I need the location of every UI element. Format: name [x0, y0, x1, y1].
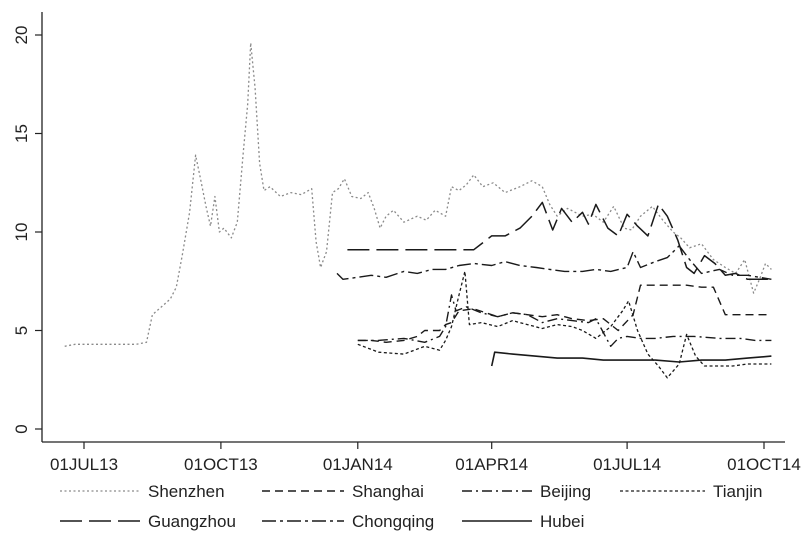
series-line-guangzhou [347, 201, 772, 281]
y-tick-label: 20 [12, 26, 31, 45]
x-tick-label: 01OCT13 [184, 455, 258, 474]
y-tick-label: 0 [12, 424, 31, 433]
series-line-shenzhen [64, 42, 772, 347]
series-layer [64, 42, 772, 379]
x-tick-label: 01JAN14 [323, 455, 393, 474]
x-tick-label: 01OCT14 [727, 455, 801, 474]
legend-label-shenzhen: Shenzhen [148, 482, 225, 501]
series-line-beijing [357, 294, 772, 347]
y-tick-label: 15 [12, 124, 31, 143]
y-tick-label: 5 [12, 326, 31, 335]
series-line-shanghai [357, 284, 772, 343]
x-tick-label: 01JUL13 [50, 455, 118, 474]
axes: 0 5 10 15 20 01JUL13 01OCT13 01JAN14 01APR14 01JU… [12, 12, 801, 474]
legend: Shenzhen Shanghai Beijing Tianjin Guangzhou C… [60, 482, 762, 531]
legend-label-chongqing: Chongqing [352, 512, 434, 531]
x-tick-label: 01JUL14 [593, 455, 661, 474]
legend-label-shanghai: Shanghai [352, 482, 424, 501]
y-tick-label: 10 [12, 223, 31, 242]
x-tick-label: 01APR14 [455, 455, 528, 474]
series-line-hubei [490, 351, 772, 367]
series-line-chongqing [336, 245, 772, 280]
legend-label-tianjin: Tianjin [713, 482, 762, 501]
series-line-tianjin [357, 270, 772, 379]
legend-label-hubei: Hubei [540, 512, 584, 531]
legend-label-guangzhou: Guangzhou [148, 512, 236, 531]
legend-label-beijing: Beijing [540, 482, 591, 501]
